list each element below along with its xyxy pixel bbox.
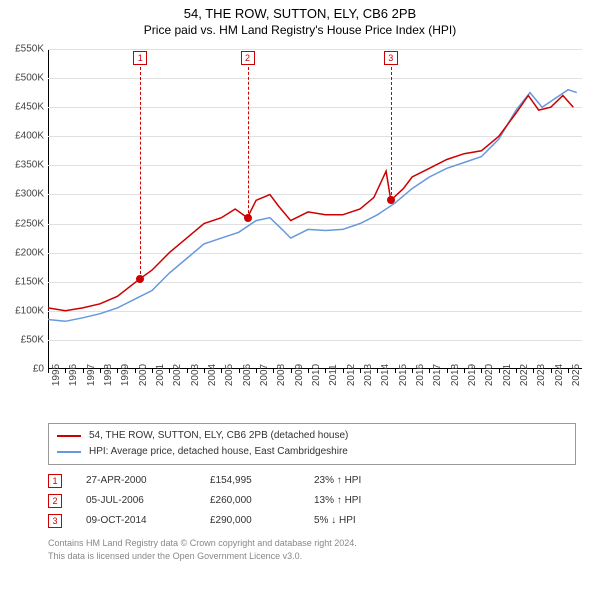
sale-marker-box: 2	[48, 494, 62, 508]
sale-marker-box: 3	[48, 514, 62, 528]
sale-marker-box: 1	[48, 474, 62, 488]
legend-swatch	[57, 435, 81, 437]
sale-marker-3: 3	[384, 51, 398, 65]
sales-table: 1 27-APR-2000 £154,995 23% ↑ HPI 2 05-JU…	[48, 471, 576, 531]
footer-licence: This data is licensed under the Open Gov…	[48, 550, 576, 563]
footer: Contains HM Land Registry data © Crown c…	[48, 537, 576, 563]
legend-item: 54, THE ROW, SUTTON, ELY, CB6 2PB (detac…	[57, 428, 567, 444]
chart-lines	[0, 39, 592, 379]
legend: 54, THE ROW, SUTTON, ELY, CB6 2PB (detac…	[48, 423, 576, 465]
legend-item: HPI: Average price, detached house, East…	[57, 444, 567, 460]
series-property	[48, 96, 573, 311]
legend-swatch	[57, 451, 81, 453]
sale-price: £154,995	[210, 471, 290, 491]
title-address: 54, THE ROW, SUTTON, ELY, CB6 2PB	[0, 6, 600, 21]
title-subtitle: Price paid vs. HM Land Registry's House …	[0, 23, 600, 37]
chart-container: 54, THE ROW, SUTTON, ELY, CB6 2PB Price …	[0, 0, 600, 563]
sale-price: £290,000	[210, 511, 290, 531]
chart-area: £0£50K£100K£150K£200K£250K£300K£350K£400…	[0, 39, 600, 419]
legend-label: 54, THE ROW, SUTTON, ELY, CB6 2PB (detac…	[89, 428, 348, 444]
sale-row: 2 05-JUL-2006 £260,000 13% ↑ HPI	[48, 491, 576, 511]
sale-diff: 5% ↓ HPI	[314, 511, 404, 531]
sale-diff: 13% ↑ HPI	[314, 491, 404, 511]
footer-copyright: Contains HM Land Registry data © Crown c…	[48, 537, 576, 550]
sale-point-1	[136, 275, 144, 283]
sale-marker-2: 2	[241, 51, 255, 65]
sale-diff: 23% ↑ HPI	[314, 471, 404, 491]
sale-date: 09-OCT-2014	[86, 511, 186, 531]
sale-date: 27-APR-2000	[86, 471, 186, 491]
sale-point-3	[387, 196, 395, 204]
series-hpi	[48, 90, 577, 322]
sale-row: 1 27-APR-2000 £154,995 23% ↑ HPI	[48, 471, 576, 491]
sale-marker-1: 1	[133, 51, 147, 65]
sale-row: 3 09-OCT-2014 £290,000 5% ↓ HPI	[48, 511, 576, 531]
titles: 54, THE ROW, SUTTON, ELY, CB6 2PB Price …	[0, 0, 600, 39]
sale-point-2	[244, 214, 252, 222]
legend-label: HPI: Average price, detached house, East…	[89, 444, 348, 460]
sale-price: £260,000	[210, 491, 290, 511]
sale-date: 05-JUL-2006	[86, 491, 186, 511]
